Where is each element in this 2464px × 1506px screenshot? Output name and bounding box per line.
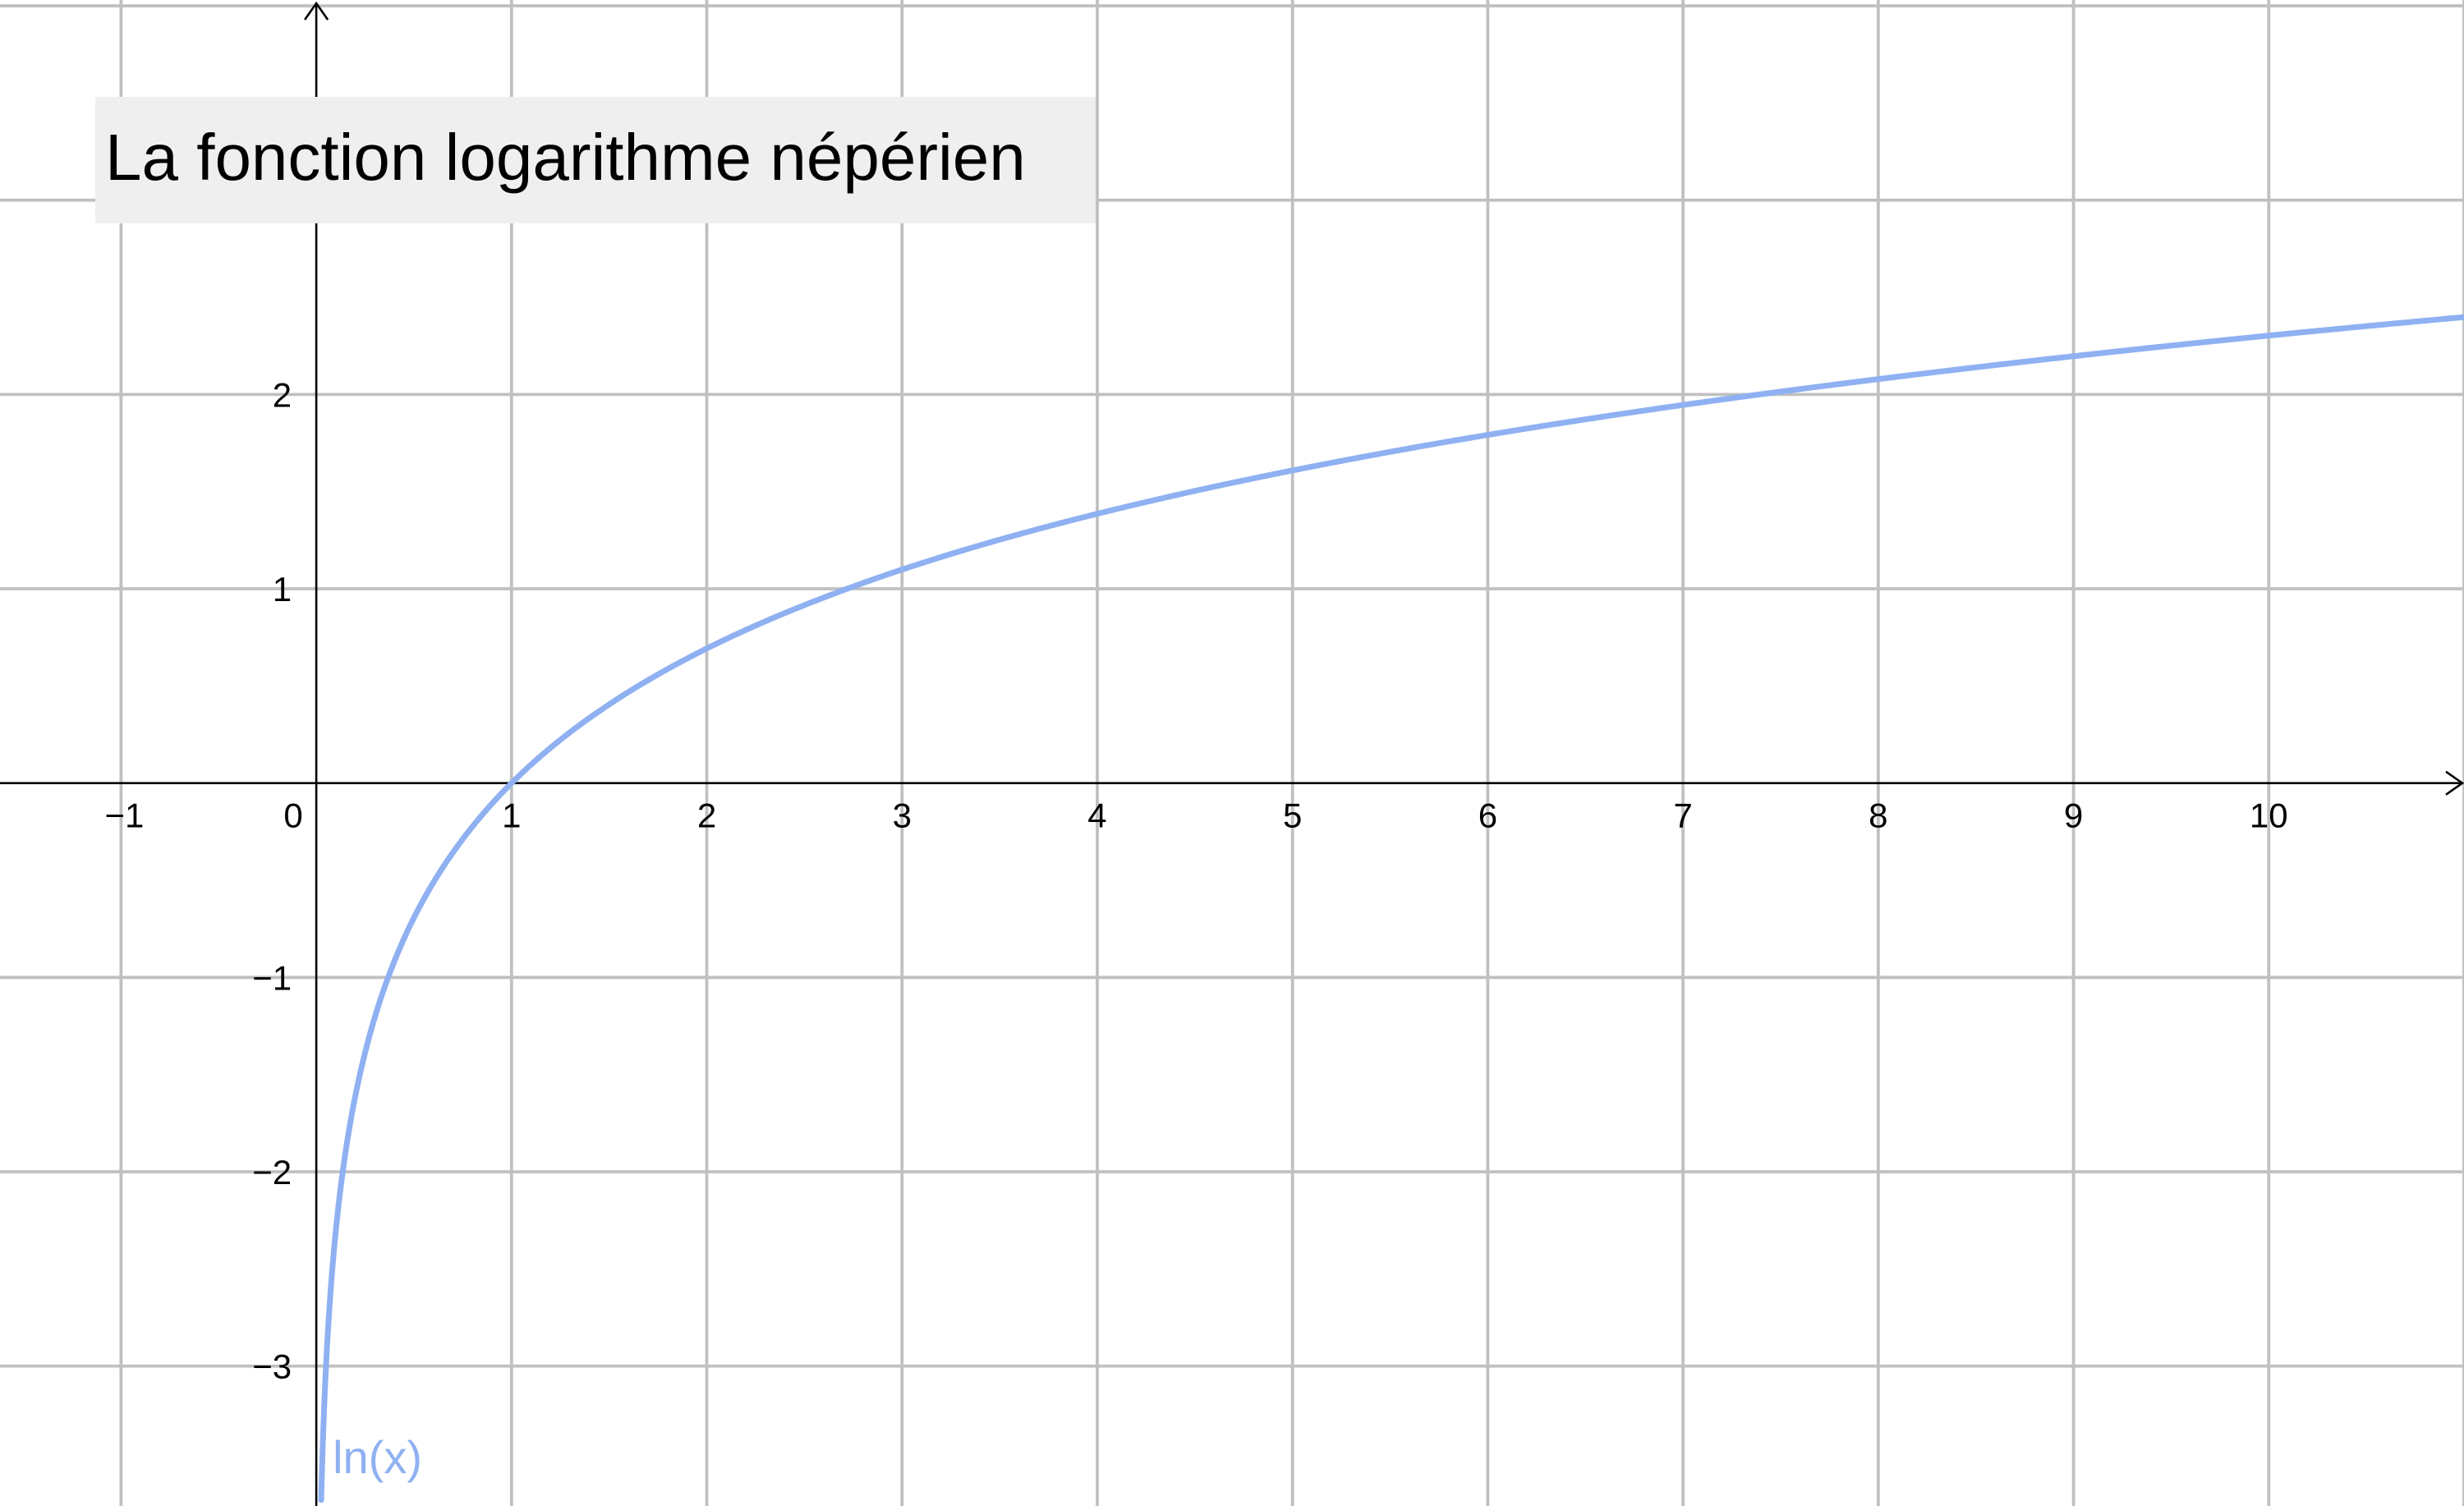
title-box: La fonction logarithme népérien — [95, 97, 1096, 223]
x-tick-label: 10 — [2250, 797, 2288, 835]
x-tick-label: −1 — [104, 797, 144, 835]
x-tick-label: 0 — [283, 797, 302, 835]
tick-labels: −1 0 1 2 3 4 5 6 7 8 9 10 2 1 −1 −2 −3 — [104, 375, 2287, 1385]
x-tick-label: 6 — [1478, 797, 1497, 835]
curve-layer: ln(x) — [318, 314, 2464, 1504]
x-axis-arrow-icon — [2445, 770, 2464, 796]
y-tick-label: −3 — [252, 1348, 292, 1386]
y-tick-label: −1 — [252, 958, 292, 997]
x-tick-label: 4 — [1087, 797, 1106, 835]
title-background — [95, 97, 1096, 223]
y-tick-label: 2 — [273, 375, 292, 414]
x-tick-label: 5 — [1283, 797, 1302, 835]
chart-title: La fonction logarithme népérien — [105, 121, 1026, 194]
y-tick-label: −2 — [252, 1153, 292, 1191]
y-axis-arrow-icon — [304, 1, 329, 21]
y-tick-label: 1 — [273, 570, 292, 608]
series-line-ln — [318, 314, 2464, 1504]
x-tick-label: 7 — [1673, 797, 1692, 835]
x-tick-label: 3 — [893, 797, 912, 835]
series-label: ln(x) — [333, 1431, 422, 1483]
x-tick-label: 9 — [2064, 797, 2083, 835]
x-tick-label: 8 — [1869, 797, 1887, 835]
x-tick-label: 2 — [697, 797, 716, 835]
x-tick-label: 1 — [502, 797, 521, 835]
